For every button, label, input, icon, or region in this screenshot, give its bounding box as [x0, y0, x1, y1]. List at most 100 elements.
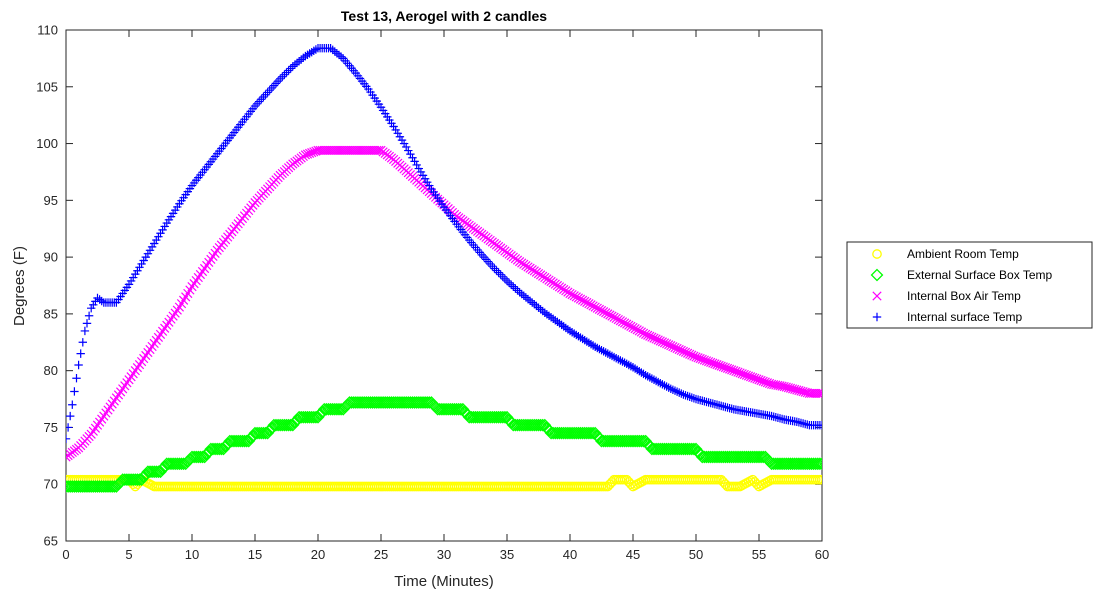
- data-point: [632, 325, 642, 335]
- data-point: [553, 426, 566, 440]
- data-point: [576, 426, 589, 440]
- data-point: [462, 410, 476, 424]
- data-point: [80, 326, 90, 336]
- y-tick-label: 70: [44, 477, 58, 492]
- data-point: [815, 388, 822, 399]
- data-point: [645, 442, 659, 456]
- data-point: [366, 396, 379, 409]
- data-point: [359, 396, 373, 409]
- data-point: [95, 480, 109, 493]
- data-point: [410, 396, 424, 409]
- data-point: [496, 270, 505, 279]
- data-point: [76, 349, 85, 358]
- data-point: [353, 396, 367, 409]
- data-point: [399, 396, 413, 409]
- data-point: [168, 457, 182, 471]
- data-point: [695, 450, 709, 464]
- data-point: [773, 457, 787, 471]
- data-point: [301, 410, 314, 424]
- data-point: [286, 418, 300, 432]
- y-tick-label: 75: [44, 420, 58, 435]
- data-point: [198, 450, 211, 464]
- data-point: [370, 396, 384, 409]
- data-point: [141, 465, 155, 479]
- data-point: [294, 410, 308, 424]
- data-point: [286, 64, 295, 73]
- data-point: [544, 426, 558, 440]
- data-point: [124, 280, 134, 289]
- data-point: [368, 396, 382, 409]
- data-point: [475, 410, 489, 424]
- data-point: [572, 426, 585, 440]
- y-axis-label: Degrees (F): [11, 246, 28, 326]
- data-point: [534, 303, 543, 312]
- data-point: [477, 410, 491, 424]
- data-point: [122, 473, 136, 487]
- data-point: [406, 149, 415, 159]
- x-tick-label: 60: [815, 547, 829, 562]
- data-point: [99, 480, 113, 493]
- data-point: [82, 319, 92, 328]
- data-point: [782, 457, 795, 471]
- data-point: [515, 288, 524, 297]
- data-point: [519, 291, 528, 300]
- data-point: [580, 426, 594, 440]
- data-point: [271, 418, 285, 432]
- data-point: [599, 434, 613, 448]
- data-point: [362, 396, 375, 409]
- data-point: [208, 442, 222, 456]
- data-point: [620, 434, 634, 448]
- data-point: [406, 396, 419, 409]
- data-point: [296, 410, 310, 424]
- data-point: [131, 473, 144, 487]
- x-tick-label: 15: [248, 547, 262, 562]
- data-point: [706, 450, 720, 464]
- data-point: [530, 418, 543, 432]
- data-point: [143, 465, 157, 479]
- data-point: [391, 125, 400, 135]
- data-point: [660, 442, 673, 456]
- data-point: [437, 402, 451, 416]
- data-point: [605, 434, 619, 448]
- data-point: [679, 390, 688, 399]
- data-point: [517, 289, 526, 299]
- data-point: [326, 43, 335, 53]
- data-point: [574, 426, 587, 440]
- data-point: [517, 418, 531, 432]
- data-point: [307, 410, 321, 424]
- data-point: [594, 304, 605, 314]
- legend: Ambient Room Temp External Surface Box Te…: [846, 241, 1093, 329]
- data-point: [748, 450, 762, 464]
- data-point: [582, 426, 596, 440]
- data-point: [97, 296, 106, 306]
- data-point: [351, 396, 365, 409]
- data-point: [752, 450, 766, 464]
- data-point: [490, 410, 503, 424]
- data-point: [275, 418, 289, 432]
- data-point: [515, 418, 529, 432]
- data-point: [614, 434, 627, 448]
- data-point: [431, 402, 445, 416]
- data-point: [666, 442, 680, 456]
- data-point: [311, 45, 321, 54]
- data-point: [269, 418, 283, 432]
- data-point: [754, 450, 768, 464]
- data-point: [469, 410, 482, 424]
- data-point: [729, 450, 743, 464]
- data-point: [674, 442, 688, 456]
- data-point: [721, 450, 734, 464]
- data-point: [769, 457, 783, 471]
- data-point: [626, 434, 640, 448]
- data-point: [242, 434, 256, 448]
- y-tick-label: 85: [44, 306, 58, 321]
- data-point: [397, 396, 411, 409]
- data-point: [511, 284, 520, 293]
- data-point: [679, 442, 692, 456]
- data-point: [569, 291, 579, 301]
- data-point: [509, 418, 522, 432]
- data-point: [185, 450, 199, 464]
- data-point: [636, 327, 647, 337]
- data-point: [714, 450, 728, 464]
- data-point: [66, 480, 79, 493]
- data-point: [229, 434, 243, 448]
